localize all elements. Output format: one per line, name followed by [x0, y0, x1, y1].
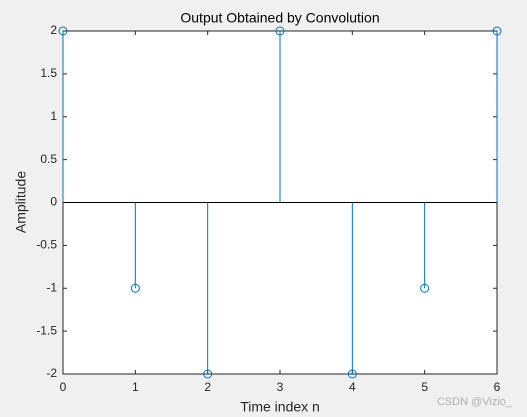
- x-tick-label: 0: [60, 380, 67, 394]
- y-tick-label: 1.5: [40, 66, 57, 80]
- y-tick-label: -1: [46, 280, 57, 294]
- stem-marker: [275, 26, 285, 36]
- y-tick-label: 1: [50, 109, 57, 123]
- y-tick-label: -0.5: [36, 238, 57, 252]
- x-tick-label: 4: [349, 380, 356, 394]
- y-tick-label: -1.5: [36, 323, 57, 337]
- stem-marker: [492, 26, 502, 36]
- x-tick-label: 6: [494, 380, 501, 394]
- stem-marker: [347, 369, 357, 379]
- x-tick-label: 1: [132, 380, 139, 394]
- stem-marker: [203, 369, 213, 379]
- x-tick-label: 5: [421, 380, 428, 394]
- x-tick-label: 2: [204, 380, 211, 394]
- y-tick-label: 2: [50, 23, 57, 37]
- x-tick-label: 3: [277, 380, 284, 394]
- y-tick-label: -2: [46, 366, 57, 380]
- y-tick-label: 0.5: [40, 152, 57, 166]
- y-axis-label: Amplitude: [13, 171, 29, 233]
- y-tick-label: 0: [50, 195, 57, 209]
- chart-title: Output Obtained by Convolution: [180, 10, 379, 26]
- stem-marker: [420, 283, 430, 293]
- watermark: CSDN @Vizio_: [437, 396, 513, 408]
- stem-marker: [58, 26, 68, 36]
- x-axis-label: Time index n: [240, 399, 320, 415]
- stem-marker: [130, 283, 140, 293]
